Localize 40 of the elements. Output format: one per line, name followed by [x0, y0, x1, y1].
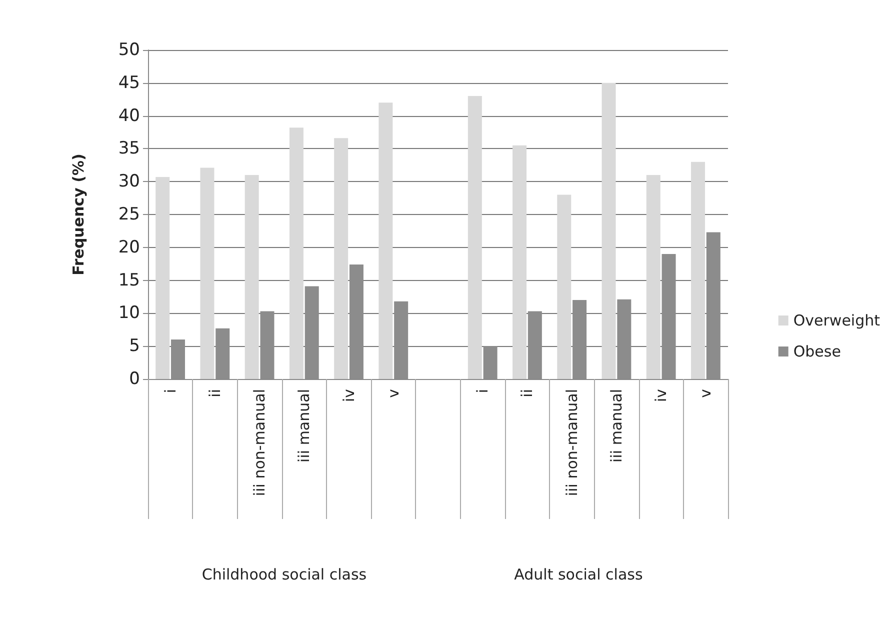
bar: [289, 128, 304, 379]
y-axis-title: Frequency (%): [70, 154, 88, 276]
bar: [557, 194, 572, 379]
x-tick-label: i: [161, 389, 180, 394]
x-tick-label: iii non-manual: [250, 389, 269, 496]
y-tick-label: 50: [118, 40, 140, 60]
bar: [468, 96, 482, 379]
bar: [602, 82, 616, 379]
x-tick-label: iv: [340, 388, 358, 402]
y-tick-label: 35: [118, 138, 140, 159]
y-tick-label: 5: [129, 336, 140, 356]
y-tick-label: 25: [118, 204, 140, 224]
x-tick-label: ii: [206, 389, 224, 398]
x-tick-label: iii manual: [607, 389, 626, 462]
y-tick-label: 40: [118, 106, 140, 126]
bar: [512, 145, 527, 379]
x-tick-label: v: [696, 388, 715, 398]
text: Childhood social class: [202, 566, 367, 584]
y-tick-label: 0: [129, 369, 140, 389]
bar: [200, 168, 214, 379]
x-tick-label: iii non-manual: [562, 389, 581, 496]
bar: [156, 176, 170, 379]
bar: [334, 138, 348, 379]
bar: [690, 162, 705, 379]
y-tick-label: 30: [118, 172, 140, 192]
x-tick-label: v: [384, 388, 402, 398]
x-tick-label: ii: [518, 389, 536, 398]
y-tick-label: 45: [118, 72, 140, 93]
y-tick-label: 20: [118, 237, 140, 258]
x-tick-label: iii manual: [295, 389, 314, 462]
bar: [646, 175, 660, 379]
y-tick-label: 10: [118, 303, 140, 324]
bar: [244, 175, 259, 379]
y-tick-label: 15: [118, 270, 140, 290]
legend-label: Obese: [793, 342, 841, 360]
text: Adult social class: [514, 566, 643, 584]
x-tick-label: i: [474, 389, 492, 394]
x-tick-label: iv: [652, 388, 670, 402]
legend-label: Overweight: [793, 312, 880, 330]
bar: [378, 102, 393, 379]
